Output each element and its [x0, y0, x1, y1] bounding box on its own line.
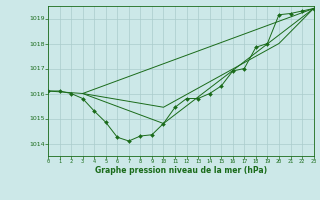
X-axis label: Graphe pression niveau de la mer (hPa): Graphe pression niveau de la mer (hPa)	[95, 166, 267, 175]
